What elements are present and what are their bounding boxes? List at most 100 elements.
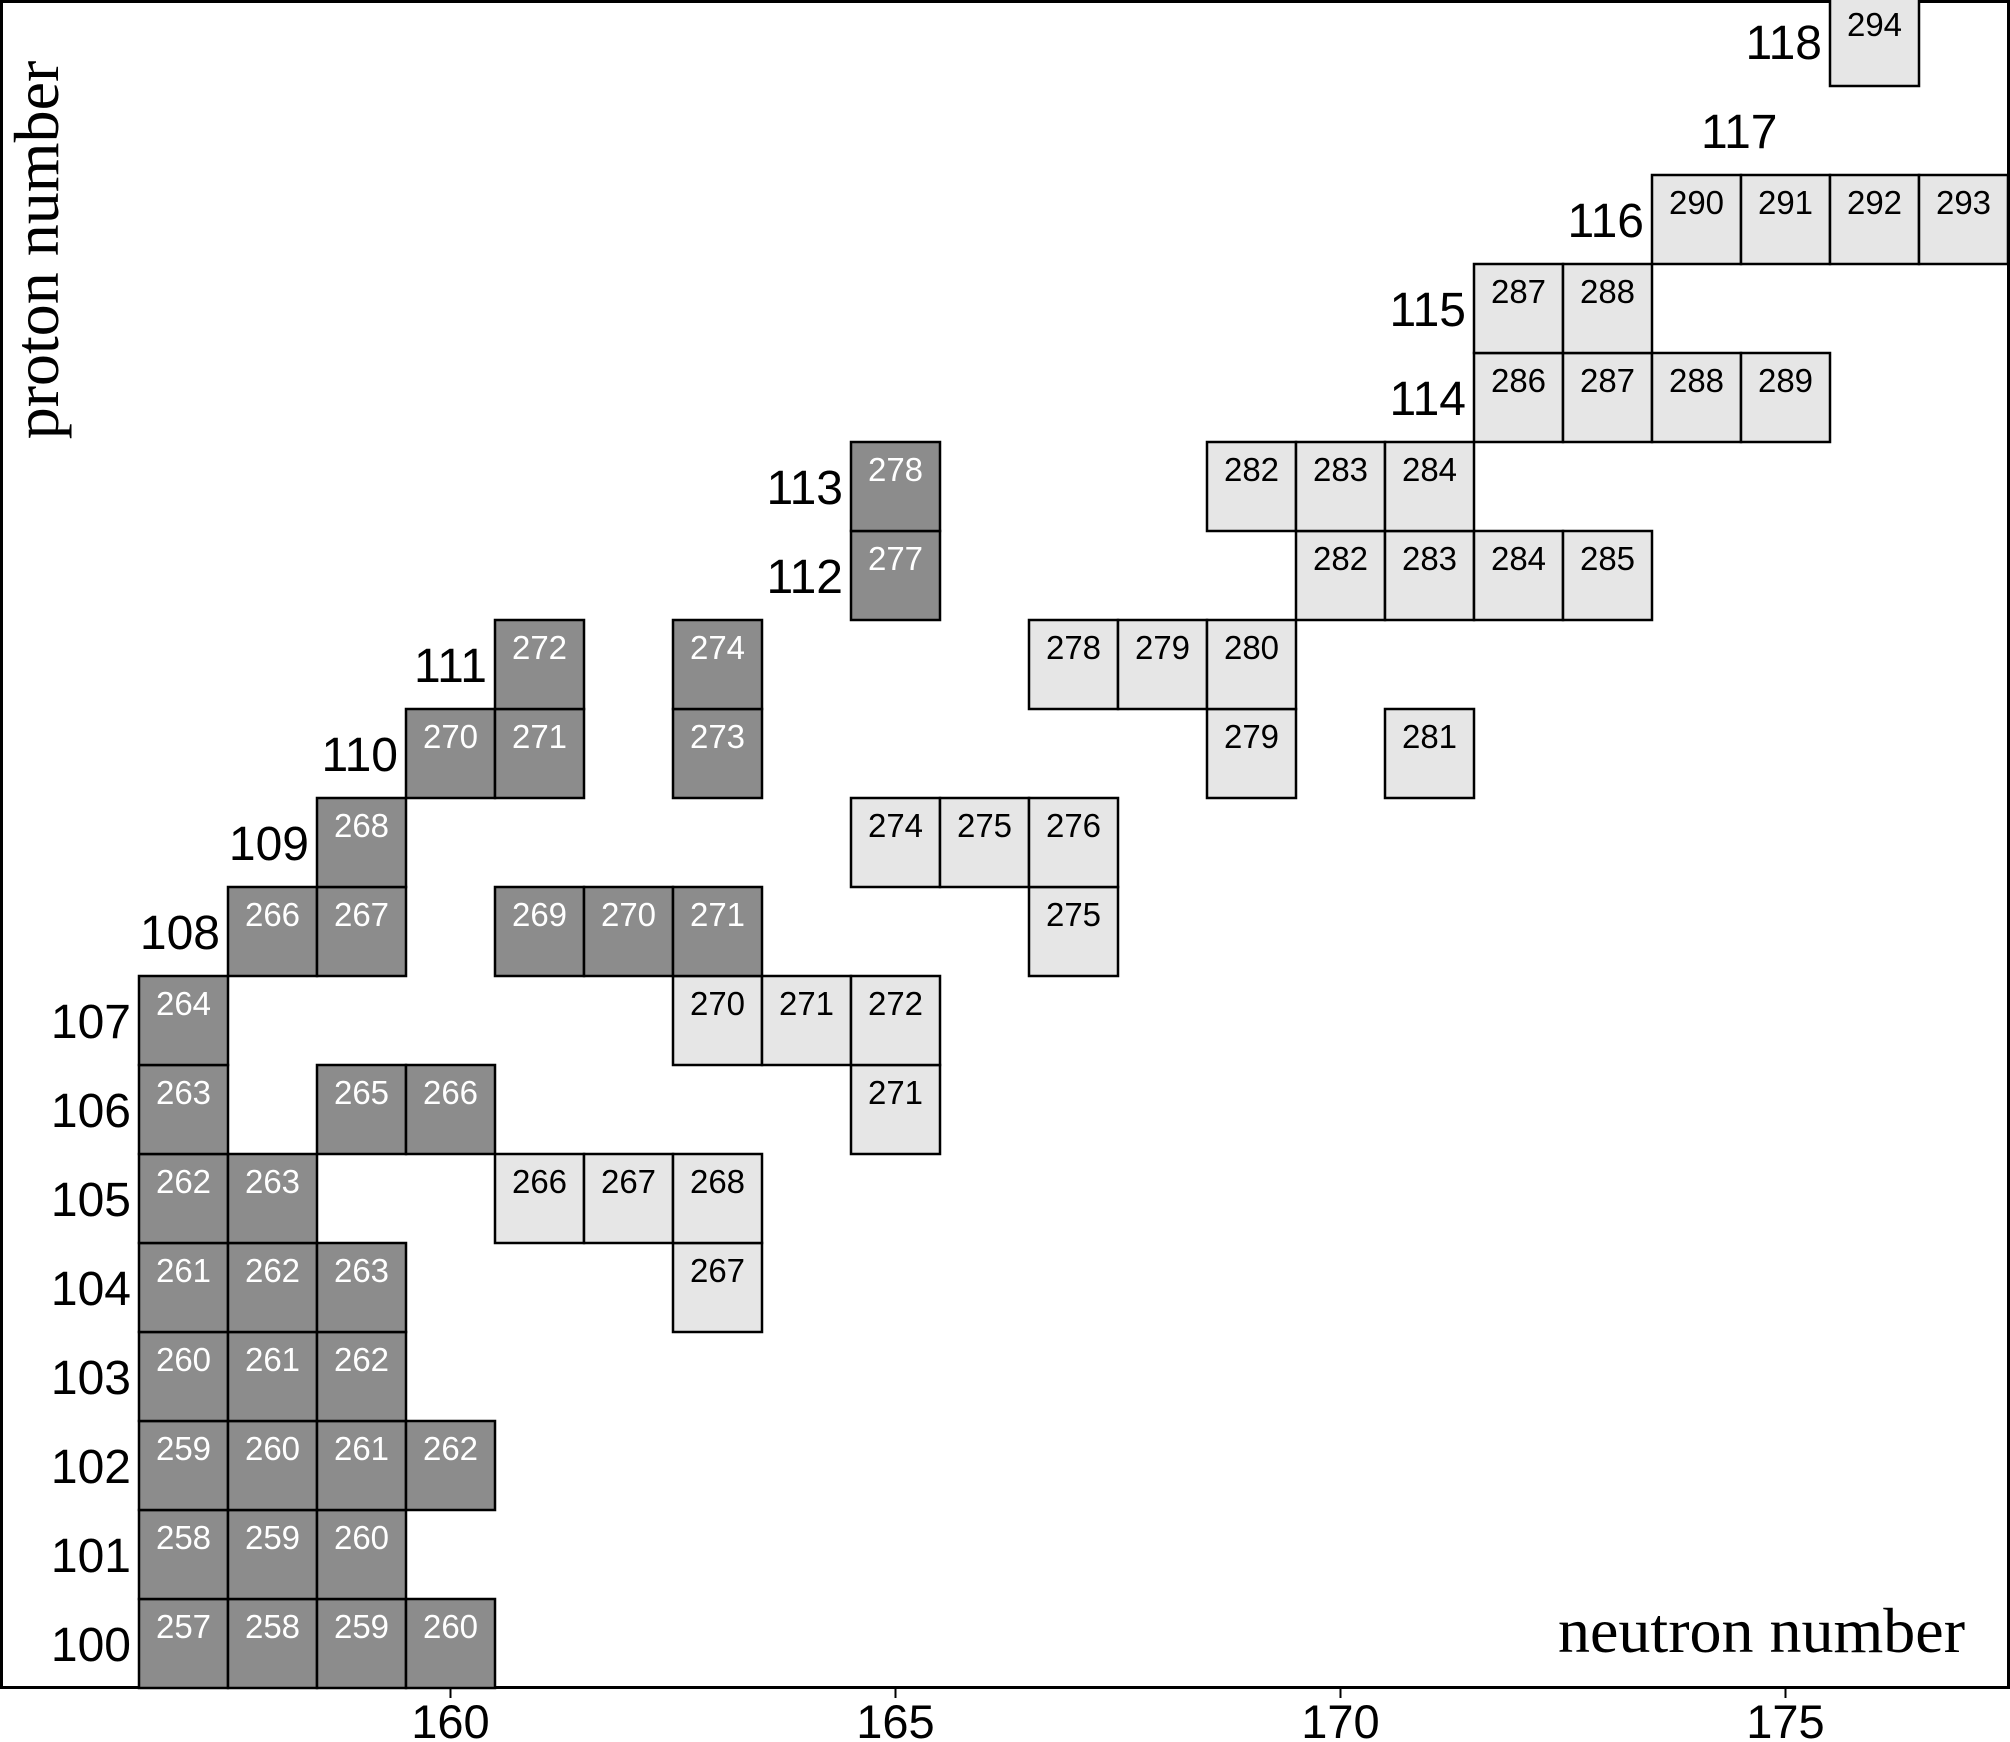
mass-number-label: 261 (334, 1430, 389, 1467)
mass-number-label: 277 (868, 540, 923, 577)
nuclide-box (1027, 796, 1120, 889)
mass-number-label: 273 (690, 718, 745, 755)
mass-number-label: 271 (868, 1074, 923, 1111)
nuclide-cell: 275 (938, 796, 1031, 889)
nuclide-cell: 260 (404, 1597, 497, 1690)
nuclide-cell: 272 (493, 618, 586, 711)
nuclide-cell: 267 (582, 1152, 675, 1245)
mass-number-label: 266 (245, 896, 300, 933)
nuclide-box (315, 1508, 408, 1601)
nuclide-box (849, 974, 942, 1067)
plot-frame (0, 0, 2010, 1689)
mass-number-label: 259 (245, 1519, 300, 1556)
nuclide-cell: 259 (315, 1597, 408, 1690)
nuclide-box (671, 618, 764, 711)
mass-number-label: 275 (957, 807, 1012, 844)
nuclide-cell: 262 (315, 1330, 408, 1423)
nuclide-cell: 264 (137, 974, 230, 1067)
proton-number-label: 117 (1701, 106, 1778, 159)
mass-number-label: 287 (1580, 362, 1635, 399)
nuclide-cell: 292 (1828, 173, 1921, 266)
mass-number-label: 274 (868, 807, 923, 844)
nuclide-cell: 278 (849, 440, 942, 533)
nuclide-box (137, 1419, 230, 1512)
mass-number-label: 282 (1313, 540, 1368, 577)
proton-number-label: 108 (140, 907, 220, 960)
nuclide-cell: 261 (226, 1330, 319, 1423)
nuclide-box (137, 1330, 230, 1423)
mass-number-label: 278 (868, 451, 923, 488)
nuclide-box (849, 440, 942, 533)
mass-number-label: 263 (334, 1252, 389, 1289)
mass-number-label: 266 (423, 1074, 478, 1111)
nuclide-cell: 266 (493, 1152, 586, 1245)
mass-number-label: 268 (334, 807, 389, 844)
nuclide-box (404, 1419, 497, 1512)
proton-number-label: 106 (51, 1085, 131, 1138)
mass-number-label: 267 (601, 1163, 656, 1200)
nuclide-box (1650, 173, 1743, 266)
mass-number-label: 262 (156, 1163, 211, 1200)
mass-number-label: 293 (1936, 184, 1991, 221)
nuclide-cell: 288 (1561, 262, 1654, 355)
nuclide-cell: 282 (1294, 529, 1387, 622)
nuclide-cell: 270 (582, 885, 675, 978)
mass-number-label: 266 (512, 1163, 567, 1200)
nuclide-cell: 277 (849, 529, 942, 622)
nuclide-box (226, 1508, 319, 1601)
nuclide-box (315, 1241, 408, 1334)
nuclide-box (1561, 351, 1654, 444)
nuclide-box (137, 1241, 230, 1334)
mass-number-label: 272 (868, 985, 923, 1022)
nuclide-box (1027, 885, 1120, 978)
proton-number-label: 111 (414, 640, 487, 693)
nuclide-box (1383, 440, 1476, 533)
proton-number-label: 114 (1389, 373, 1466, 426)
nuclide-box (226, 885, 319, 978)
nuclide-cell: 266 (404, 1063, 497, 1156)
nuclide-box (493, 618, 586, 711)
nuclide-box (315, 796, 408, 889)
mass-number-label: 271 (690, 896, 745, 933)
nuclide-cell: 276 (1027, 796, 1120, 889)
mass-number-label: 271 (779, 985, 834, 1022)
mass-number-label: 267 (334, 896, 389, 933)
nuclide-box (671, 1152, 764, 1245)
nuclide-cell: 271 (849, 1063, 942, 1156)
nuclide-cell: 279 (1205, 707, 1298, 800)
nuclide-cell: 262 (404, 1419, 497, 1512)
nuclide-cell: 267 (671, 1241, 764, 1334)
mass-number-label: 259 (156, 1430, 211, 1467)
nuclide-cell: 284 (1472, 529, 1565, 622)
nuclide-cell: 287 (1561, 351, 1654, 444)
mass-number-label: 275 (1046, 896, 1101, 933)
nuclide-box (582, 1152, 675, 1245)
nuclide-box (137, 1508, 230, 1601)
nuclide-cell: 261 (137, 1241, 230, 1334)
nuclide-cell: 280 (1205, 618, 1298, 711)
proton-number-label: 118 (1745, 17, 1822, 70)
nuclide-cell: 291 (1739, 173, 1832, 266)
nuclide-cell: 275 (1027, 885, 1120, 978)
nuclide-box (226, 1330, 319, 1423)
mass-number-label: 274 (690, 629, 745, 666)
mass-number-label: 284 (1491, 540, 1546, 577)
nuclide-box (315, 1330, 408, 1423)
proton-number-label: 110 (321, 729, 398, 782)
nuclide-cell: 274 (671, 618, 764, 711)
nuclide-cell: 284 (1383, 440, 1476, 533)
nuclide-cell: 267 (315, 885, 408, 978)
nuclide-box (582, 885, 675, 978)
proton-number-label: 104 (51, 1263, 131, 1316)
proton-number-label: 116 (1567, 195, 1644, 248)
mass-number-label: 260 (156, 1341, 211, 1378)
proton-number-label: 105 (51, 1174, 131, 1227)
nuclide-cell: 278 (1027, 618, 1120, 711)
mass-number-label: 270 (601, 896, 656, 933)
mass-number-label: 263 (245, 1163, 300, 1200)
nuclide-box (1561, 262, 1654, 355)
proton-number-label: 107 (51, 996, 131, 1049)
nuclide-box (1739, 173, 1832, 266)
mass-number-label: 283 (1313, 451, 1368, 488)
mass-number-label: 279 (1224, 718, 1279, 755)
